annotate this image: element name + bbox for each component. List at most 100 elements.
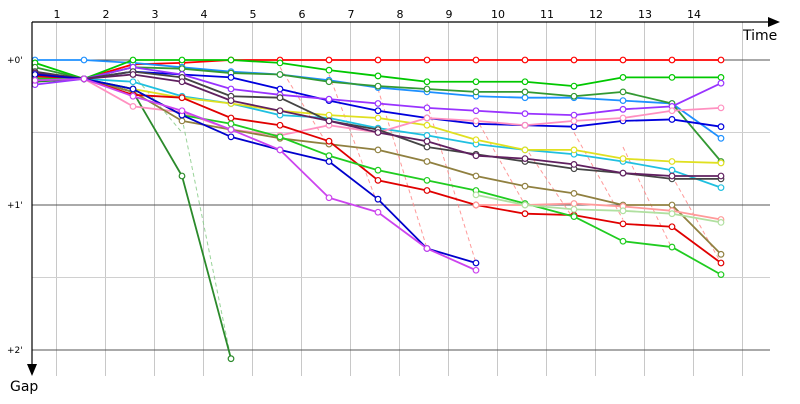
series-line bbox=[475, 193, 722, 224]
series-point bbox=[668, 210, 676, 218]
series-point bbox=[374, 176, 382, 184]
series-point bbox=[619, 56, 627, 64]
series-point bbox=[570, 111, 578, 119]
series-line bbox=[34, 77, 477, 272]
series-point bbox=[276, 94, 284, 102]
x-tick-label: 9 bbox=[446, 8, 453, 21]
series-line bbox=[34, 73, 477, 264]
series-point bbox=[276, 133, 284, 141]
series-point bbox=[668, 56, 676, 64]
x-tick-label: 6 bbox=[299, 8, 306, 21]
series-point bbox=[668, 158, 676, 165]
series-point bbox=[178, 94, 186, 102]
x-tick-label: 3 bbox=[152, 8, 159, 21]
series-point bbox=[227, 133, 235, 141]
series-point bbox=[374, 129, 382, 136]
series-point bbox=[423, 56, 431, 64]
series-point bbox=[570, 56, 578, 64]
series-point bbox=[521, 78, 529, 86]
series-point bbox=[717, 73, 725, 81]
series-point bbox=[570, 189, 578, 197]
series-point bbox=[325, 117, 333, 125]
series-point bbox=[472, 117, 480, 125]
series-point bbox=[178, 65, 186, 73]
pit-stop-line bbox=[573, 132, 624, 220]
series-point bbox=[129, 92, 137, 100]
y-axis-arrow bbox=[27, 364, 37, 376]
series-point bbox=[717, 259, 725, 267]
series-point bbox=[668, 201, 676, 209]
series-point bbox=[423, 137, 431, 145]
series-point bbox=[619, 220, 627, 228]
x-tick-label: 4 bbox=[201, 8, 208, 21]
series-point bbox=[521, 201, 529, 209]
series-point bbox=[374, 114, 382, 122]
series-point bbox=[423, 85, 431, 93]
x-tick-label: 1 bbox=[54, 8, 61, 21]
series-point bbox=[668, 223, 676, 231]
x-tick-label: 11 bbox=[540, 8, 554, 21]
series-point bbox=[619, 169, 627, 177]
series-point bbox=[472, 88, 480, 96]
series-point bbox=[423, 158, 431, 165]
series-point bbox=[472, 201, 480, 209]
series-point bbox=[325, 78, 333, 86]
y-tick-label: +0' bbox=[7, 56, 23, 66]
series-point bbox=[570, 146, 578, 154]
series-line bbox=[476, 202, 722, 221]
series-point bbox=[521, 94, 529, 102]
series-point bbox=[374, 208, 382, 216]
series-point bbox=[570, 82, 578, 90]
series-point bbox=[423, 143, 431, 151]
series-point bbox=[276, 59, 284, 67]
series-point bbox=[325, 56, 333, 64]
series-point bbox=[472, 136, 480, 144]
series-point bbox=[717, 250, 725, 258]
pit-stop-line bbox=[279, 66, 330, 148]
series-point bbox=[276, 121, 284, 129]
series-point bbox=[668, 73, 676, 81]
series-point bbox=[619, 105, 627, 113]
series-point bbox=[717, 218, 725, 226]
series-point bbox=[325, 137, 333, 145]
series-point bbox=[521, 210, 529, 218]
x-tick-label: 10 bbox=[491, 8, 505, 21]
series-point bbox=[276, 85, 284, 93]
series-point bbox=[521, 56, 529, 64]
series-point bbox=[472, 172, 480, 180]
x-tick-label: 14 bbox=[687, 8, 701, 21]
tick-layer: 1 2 3 4 5 6 7 8 9 10 11 12 13 14+0'+1'+2' bbox=[7, 8, 701, 356]
y-tick-label: +2' bbox=[7, 346, 23, 356]
series-point bbox=[80, 56, 88, 64]
series-point bbox=[129, 56, 137, 64]
series-point bbox=[668, 116, 676, 123]
series-point bbox=[668, 172, 676, 180]
series-point bbox=[178, 56, 186, 64]
series-point bbox=[717, 184, 725, 192]
series-point bbox=[717, 104, 725, 112]
x-axis-label: Time bbox=[742, 28, 777, 44]
series-point bbox=[619, 237, 627, 245]
series-point bbox=[570, 213, 578, 221]
series-point bbox=[325, 194, 333, 202]
series-point bbox=[374, 82, 382, 90]
series-point bbox=[325, 111, 333, 119]
series-point bbox=[227, 114, 235, 122]
series-point bbox=[619, 114, 627, 122]
series-point bbox=[423, 245, 431, 252]
series-point bbox=[80, 75, 88, 83]
x-tick-label: 5 bbox=[250, 8, 257, 21]
series-point bbox=[717, 123, 725, 131]
y-tick-label: +1' bbox=[7, 201, 23, 211]
series-point bbox=[668, 107, 676, 115]
series-point bbox=[178, 117, 186, 125]
series-point bbox=[423, 131, 431, 139]
series-point bbox=[472, 107, 480, 115]
series-point bbox=[374, 56, 382, 64]
series-point bbox=[570, 205, 578, 213]
series-point bbox=[423, 187, 431, 194]
series-point bbox=[717, 56, 725, 64]
series-point bbox=[31, 76, 39, 84]
series-point bbox=[521, 110, 529, 118]
